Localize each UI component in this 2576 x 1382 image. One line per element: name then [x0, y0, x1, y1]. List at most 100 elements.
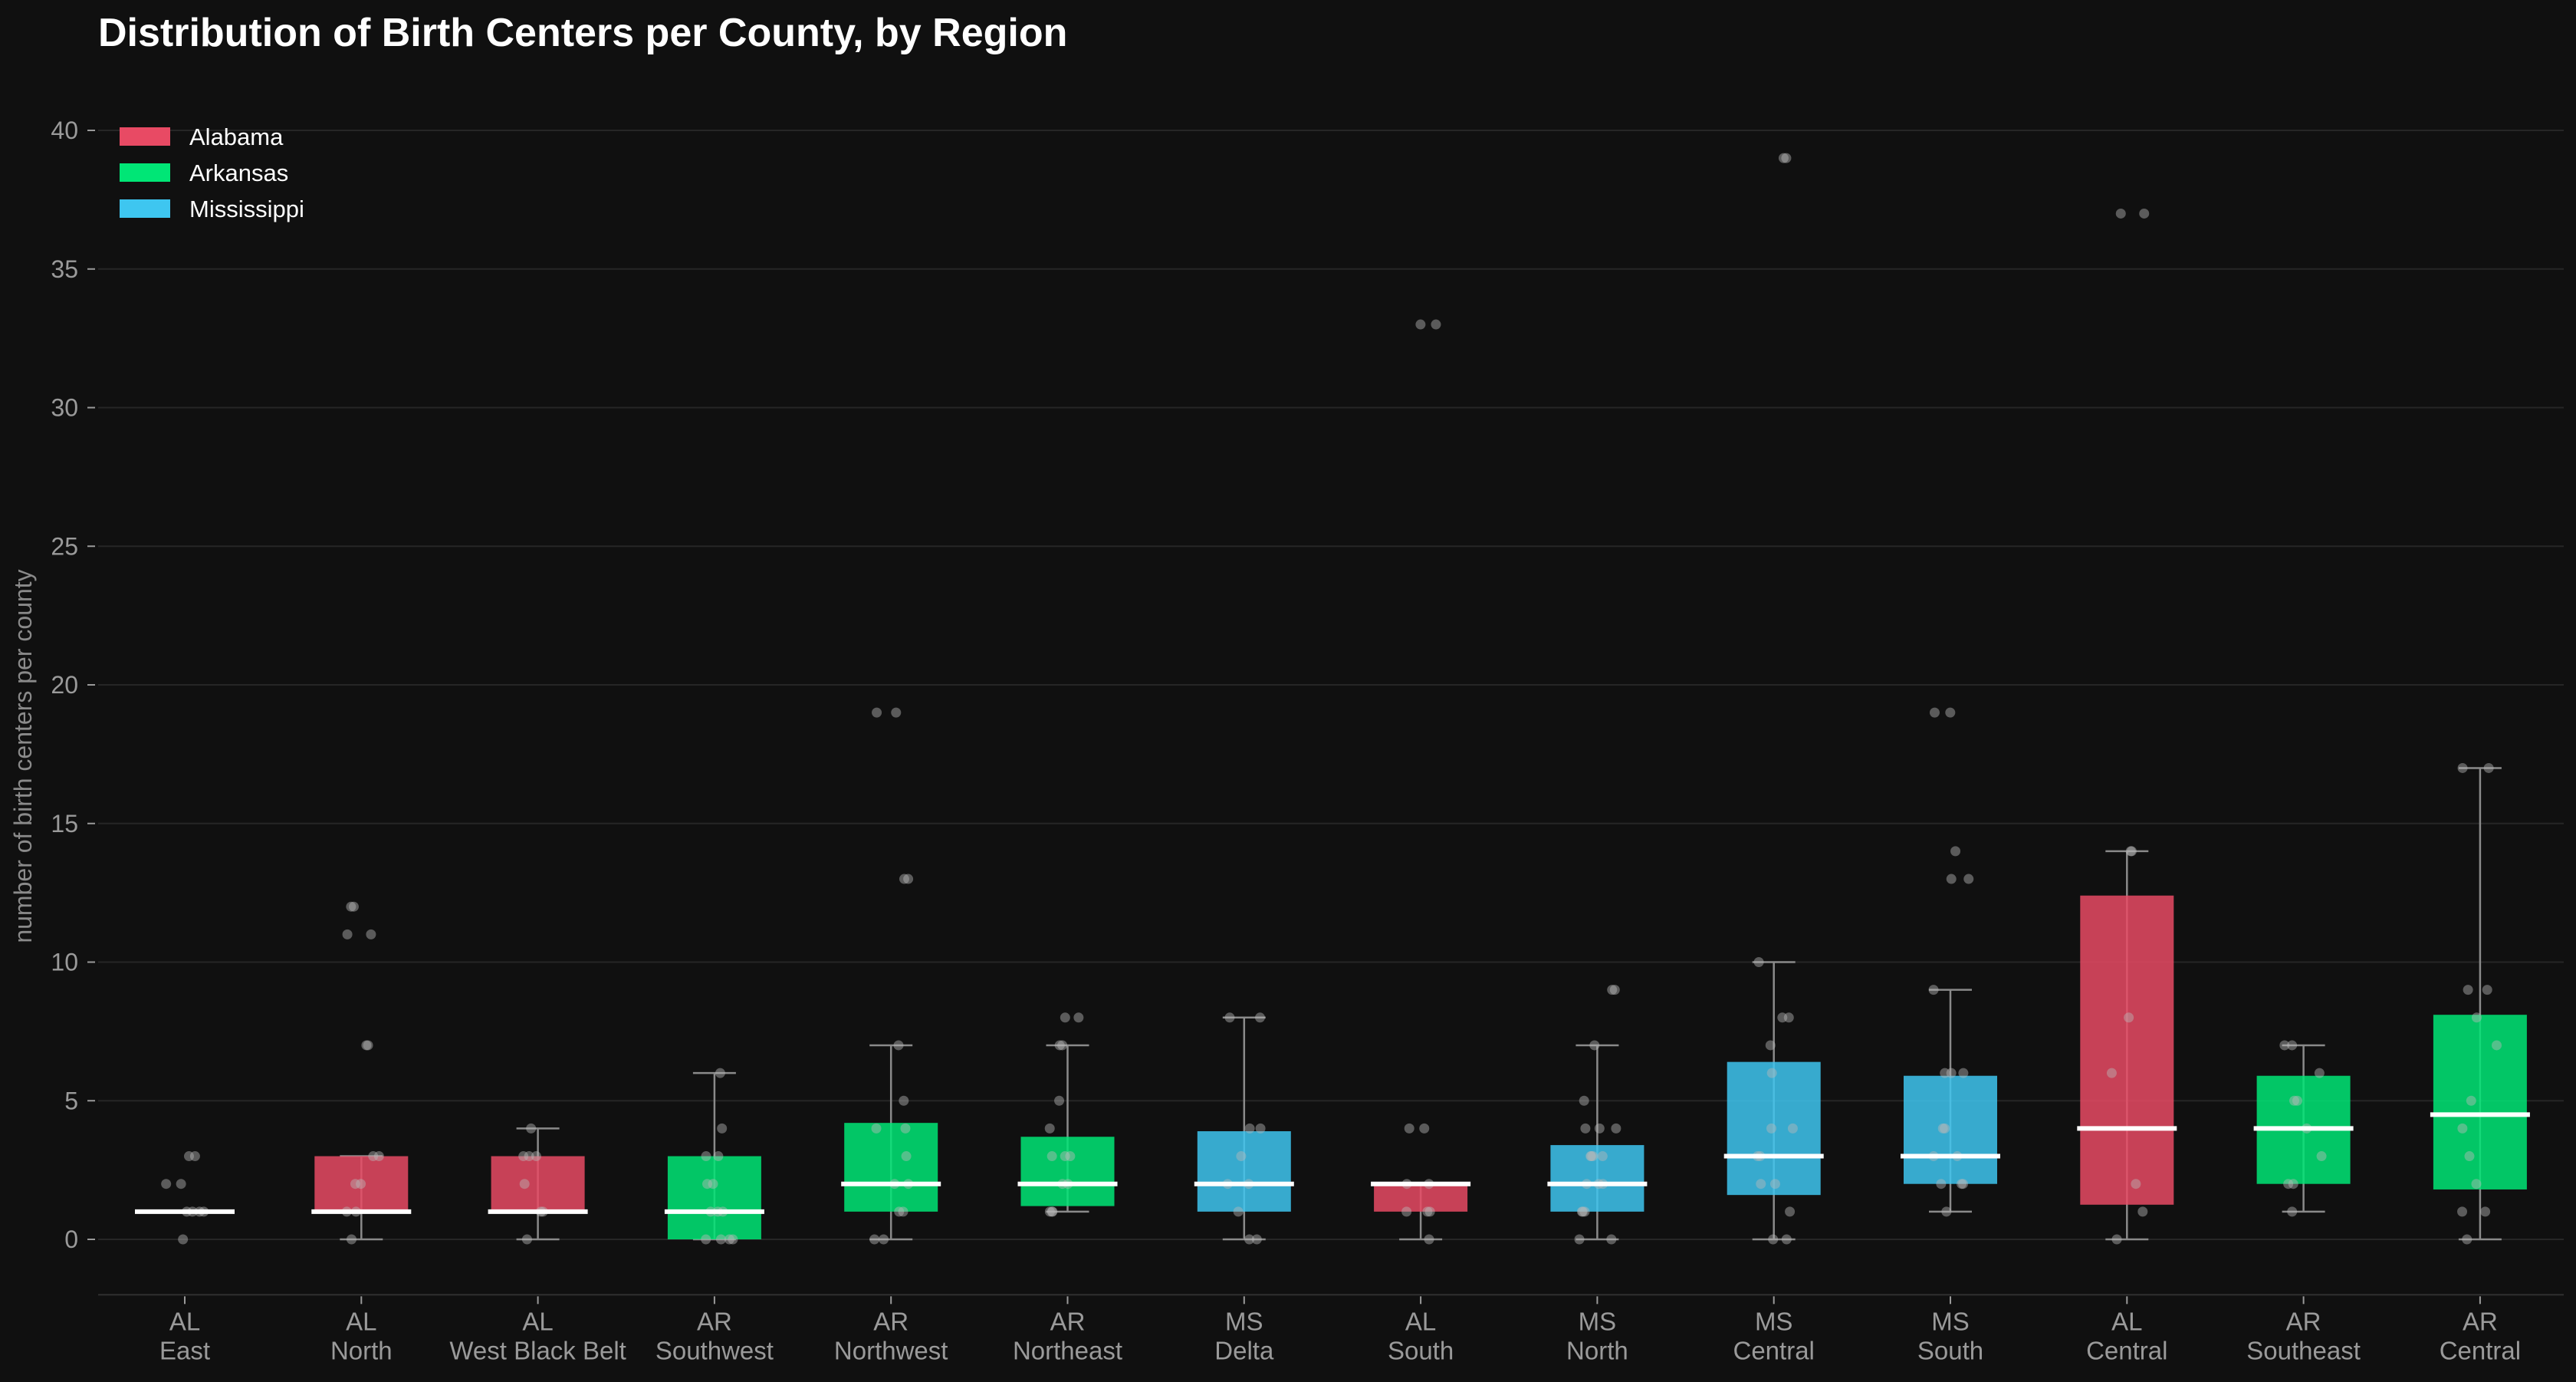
data-point — [368, 1151, 379, 1162]
data-point — [1255, 1012, 1266, 1023]
data-point — [898, 1206, 909, 1217]
x-tick-label-region: Southeast — [2246, 1336, 2361, 1364]
data-point — [879, 1234, 889, 1245]
data-point — [1046, 1206, 1057, 1217]
data-point — [715, 1068, 725, 1078]
data-point — [366, 929, 376, 939]
data-point — [1929, 707, 1940, 718]
y-tick-label: 35 — [51, 255, 78, 283]
data-point — [1765, 1040, 1776, 1051]
data-point — [1778, 153, 1789, 163]
data-point — [1950, 846, 1961, 857]
box-group-ar-northwest — [841, 707, 941, 1245]
data-point — [1594, 1123, 1605, 1134]
y-axis-label-group: number of birth centers per county — [9, 569, 37, 943]
data-point — [342, 929, 353, 939]
legend-label-alabama: Alabama — [189, 123, 284, 150]
data-point — [2457, 1123, 2468, 1134]
data-point — [1769, 1179, 1780, 1190]
data-point — [2464, 1151, 2475, 1162]
data-point — [1586, 1151, 1597, 1162]
legend-label-arkansas: Arkansas — [189, 160, 288, 186]
iqr-box — [314, 1156, 409, 1212]
data-point — [899, 874, 909, 884]
data-point — [2126, 846, 2137, 857]
data-point — [1941, 1206, 1952, 1217]
data-point — [1588, 1151, 1598, 1162]
data-point — [1946, 1068, 1957, 1078]
data-point — [1940, 1068, 1950, 1078]
data-point — [1060, 1151, 1070, 1162]
box-group-ms-delta — [1194, 1012, 1294, 1245]
data-point — [1415, 319, 1426, 330]
data-point — [189, 1151, 200, 1162]
data-point — [1401, 1206, 1412, 1217]
data-point — [869, 1234, 880, 1245]
box-group-al-west-black-belt — [488, 1123, 588, 1245]
data-point — [2492, 1040, 2502, 1051]
data-point — [2480, 1206, 2491, 1217]
data-point — [531, 1151, 541, 1162]
data-point — [1255, 1123, 1266, 1134]
data-point — [1606, 1234, 1617, 1245]
data-point — [2289, 1095, 2300, 1106]
data-point — [1609, 985, 1620, 995]
data-point — [1054, 1040, 1065, 1051]
x-tick-label-state: AR — [1050, 1307, 1086, 1335]
data-point — [1963, 874, 1974, 884]
data-point — [2466, 1095, 2476, 1106]
data-point — [1781, 153, 1792, 163]
data-point — [713, 1151, 724, 1162]
data-point — [1422, 1206, 1433, 1217]
data-point — [899, 1095, 909, 1106]
data-point — [2457, 1206, 2468, 1217]
data-point — [1047, 1206, 1058, 1217]
data-point — [1044, 1123, 1055, 1134]
data-point — [361, 1040, 372, 1051]
x-tick-label-region: North — [330, 1336, 393, 1364]
data-point — [1958, 1068, 1969, 1078]
x-tick-label-state: AL — [522, 1307, 553, 1335]
iqr-box — [844, 1123, 938, 1212]
data-point — [1936, 1179, 1947, 1190]
data-point — [2462, 1234, 2472, 1245]
iqr-box — [491, 1156, 585, 1212]
data-point — [350, 1179, 360, 1190]
x-tick-label-state: AR — [2286, 1307, 2321, 1335]
data-point — [1940, 1123, 1950, 1134]
data-point — [2111, 1234, 2122, 1245]
data-point — [2292, 1095, 2303, 1106]
x-tick-label-region: Central — [2086, 1336, 2167, 1364]
data-point — [901, 1151, 912, 1162]
y-tick-label: 40 — [51, 117, 78, 144]
box-group-ms-central — [1723, 153, 1824, 1245]
x-tick-label-state: MS — [1579, 1307, 1617, 1335]
box-group-al-south — [1371, 319, 1471, 1245]
data-point — [2482, 985, 2492, 995]
iqr-box — [667, 1156, 761, 1239]
data-point — [1928, 985, 1939, 995]
data-point — [1781, 1234, 1792, 1245]
data-point — [701, 1234, 711, 1245]
box-group-ar-southeast — [2253, 1040, 2354, 1217]
data-point — [1244, 1234, 1255, 1245]
legend-label-mississippi: Mississippi — [189, 196, 304, 222]
data-point — [1244, 1123, 1255, 1134]
data-point — [891, 707, 902, 718]
data-point — [1787, 1123, 1798, 1134]
iqr-box — [1020, 1137, 1115, 1206]
data-point — [347, 1234, 357, 1245]
x-tick-label-region: Delta — [1214, 1336, 1274, 1364]
data-point — [1046, 1151, 1057, 1162]
iqr-box — [1197, 1131, 1291, 1212]
box-group-al-central — [2077, 208, 2177, 1245]
data-point — [1251, 1234, 1262, 1245]
data-point — [2106, 1068, 2117, 1078]
data-point — [363, 1040, 373, 1051]
x-tick-label-region: South — [1917, 1336, 1983, 1364]
x-tick-label-state: AR — [2463, 1307, 2498, 1335]
x-tick-label-state: MS — [1755, 1307, 1793, 1335]
data-point — [1756, 1179, 1766, 1190]
iqr-box — [1550, 1145, 1644, 1212]
data-point — [1224, 1012, 1235, 1023]
